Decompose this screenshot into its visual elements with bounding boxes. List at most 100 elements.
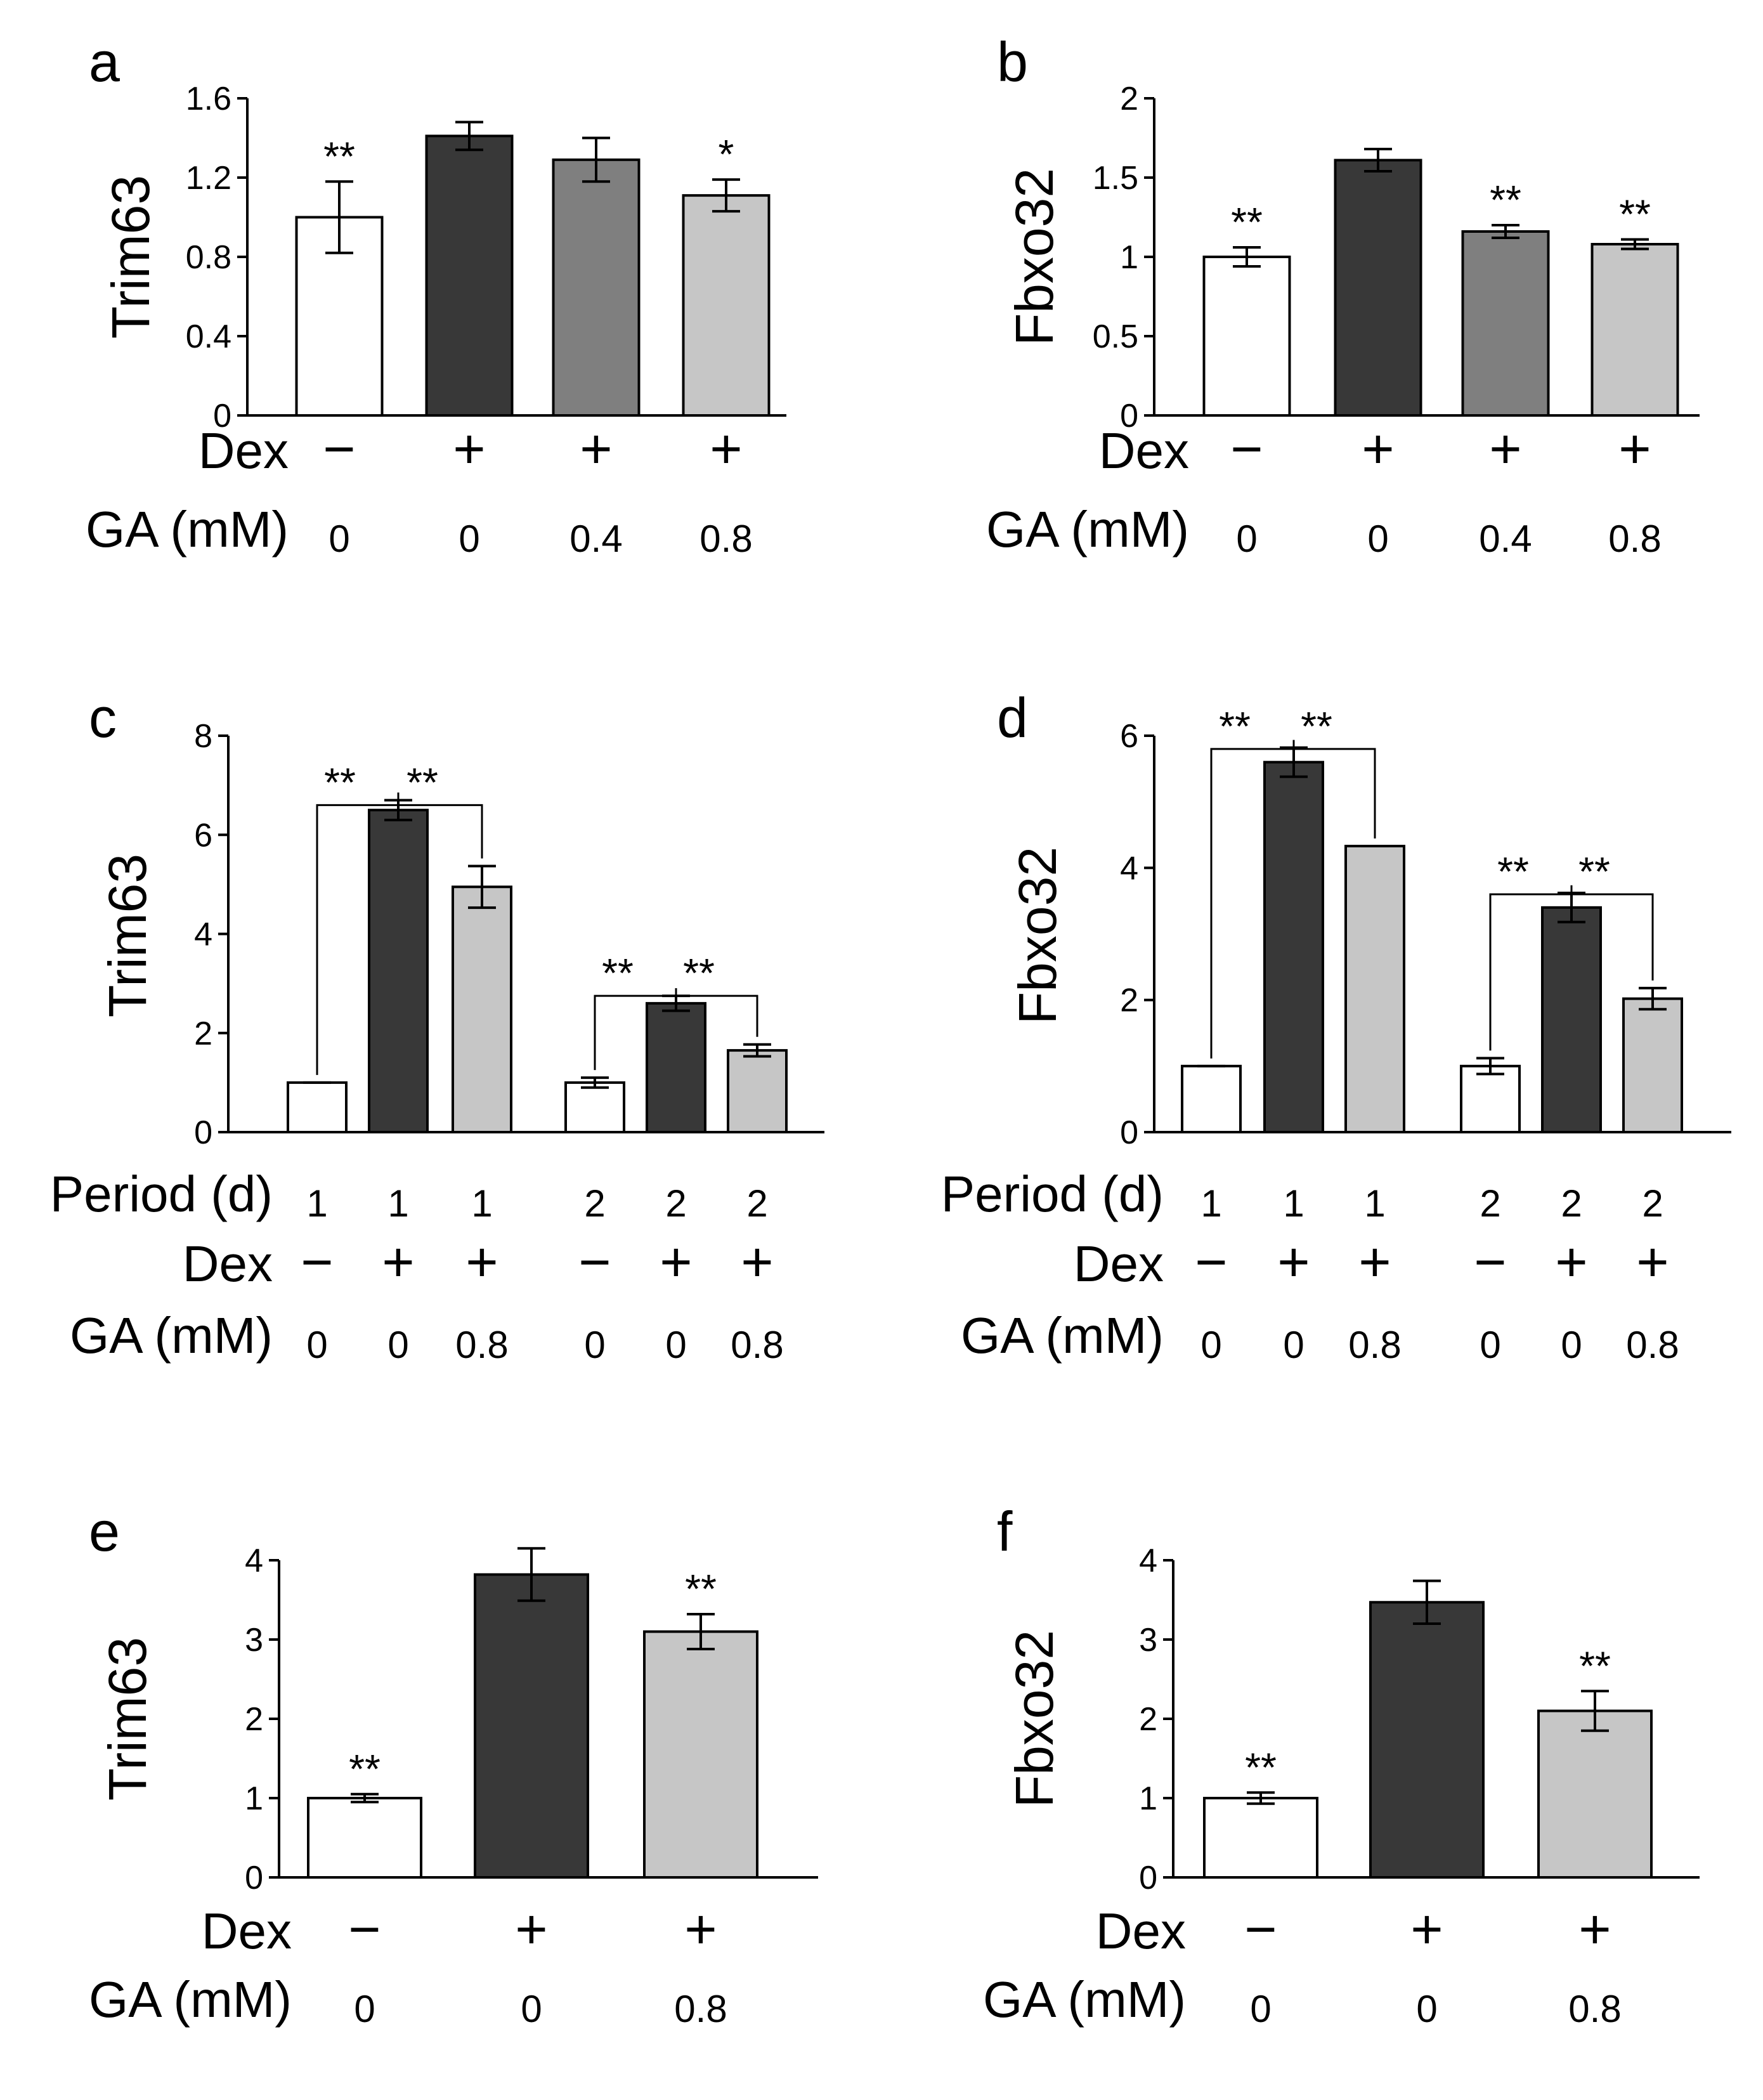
condition-value: 0 [329, 518, 349, 560]
condition-value: + [1410, 1898, 1443, 1960]
y-tick-label: 2 [245, 1701, 263, 1738]
y-tick-label: 0.5 [1093, 318, 1138, 355]
condition-row-label: GA (mM) [983, 1971, 1186, 2028]
comparison-bracket [397, 792, 483, 859]
condition-value: 0 [354, 1988, 375, 2030]
condition-value: 0 [306, 1324, 327, 1366]
condition-value: + [1636, 1230, 1669, 1293]
condition-value: + [465, 1230, 498, 1293]
bar [474, 1573, 589, 1879]
bracket-significance-label: ** [602, 950, 634, 996]
condition-value: 2 [584, 1182, 605, 1225]
condition-value: 0 [1236, 518, 1257, 560]
panel-letter: d [997, 686, 1028, 749]
y-tick-label: 2 [1120, 81, 1138, 117]
condition-value: 0 [459, 518, 479, 560]
bar [1622, 997, 1683, 1134]
bracket-significance-label: ** [683, 950, 715, 996]
y-axis-label: Trim63 [98, 854, 157, 1017]
bar [1203, 1797, 1318, 1879]
condition-value: 0 [521, 1988, 542, 2030]
condition-value: 0 [1367, 518, 1388, 560]
bracket-significance-label: ** [1219, 703, 1251, 749]
condition-value: + [741, 1230, 773, 1293]
significance-label: * [719, 131, 734, 177]
y-tick-label: 0 [1139, 1860, 1157, 1896]
y-tick-label: 4 [194, 916, 212, 953]
condition-row-label: Dex [198, 422, 289, 479]
condition-value: − [301, 1230, 333, 1293]
condition-value: − [1474, 1230, 1506, 1293]
y-tick-label: 1.6 [186, 81, 231, 117]
condition-value: + [1277, 1230, 1310, 1293]
condition-value: 0.8 [699, 518, 752, 560]
condition-value: − [1230, 417, 1263, 480]
condition-value: 1 [387, 1182, 408, 1225]
significance-label: ** [685, 1566, 717, 1612]
condition-value: + [684, 1898, 717, 1960]
y-tick-label: 3 [1139, 1622, 1157, 1659]
significance-label: ** [1619, 192, 1651, 237]
y-tick-label: 4 [1120, 850, 1138, 887]
condition-value: − [1244, 1898, 1277, 1960]
y-tick-label: 0.4 [186, 318, 231, 355]
y-tick-label: 1.5 [1093, 160, 1138, 197]
y-tick-label: 8 [194, 718, 212, 755]
condition-value: 2 [665, 1182, 686, 1225]
bar [564, 1081, 625, 1133]
bracket-significance-label: ** [1578, 849, 1610, 894]
condition-value: + [1578, 1898, 1611, 1960]
condition-value: + [1358, 1230, 1391, 1293]
y-axis-label: Fbxo32 [1008, 847, 1067, 1024]
condition-value: 1 [471, 1182, 492, 1225]
condition-value: + [710, 417, 742, 480]
condition-value: − [348, 1898, 381, 1960]
panel-letter: a [89, 30, 120, 93]
y-tick-label: 4 [1139, 1542, 1157, 1579]
y-tick-label: 0 [1120, 1114, 1138, 1151]
y-axis-label: Fbxo32 [1005, 1630, 1064, 1808]
condition-value: 2 [746, 1182, 767, 1225]
condition-value: 0.4 [569, 518, 622, 560]
condition-value: 0.8 [1626, 1324, 1679, 1366]
y-tick-label: 1 [1120, 239, 1138, 276]
significance-label: ** [1245, 1744, 1277, 1790]
condition-value: + [1362, 417, 1394, 480]
y-tick-label: 6 [194, 817, 212, 854]
condition-row-label: Dex [1096, 1903, 1186, 1959]
condition-value: + [660, 1230, 692, 1293]
condition-value: 0.4 [1479, 518, 1532, 560]
condition-row-label: Period (d) [50, 1166, 273, 1222]
condition-row-label: Dex [1099, 422, 1189, 479]
condition-value: 0 [1480, 1324, 1500, 1366]
bar [1460, 1064, 1521, 1134]
condition-value: 0 [1416, 1988, 1437, 2030]
comparison-bracket [1570, 885, 1654, 981]
condition-value: 0 [1250, 1988, 1271, 2030]
bar [1202, 256, 1291, 417]
bracket-significance-label: ** [407, 759, 438, 805]
bar [425, 134, 514, 417]
bar [307, 1797, 422, 1879]
y-tick-label: 0 [213, 398, 231, 434]
condition-value: 2 [1642, 1182, 1663, 1225]
panel-letter: c [89, 686, 117, 749]
condition-row-label: GA (mM) [986, 501, 1189, 558]
significance-label: ** [323, 133, 355, 179]
condition-row-label: Dex [202, 1903, 292, 1959]
significance-label: ** [1231, 199, 1263, 245]
condition-row-label: GA (mM) [961, 1307, 1164, 1364]
condition-value: + [453, 417, 485, 480]
bracket-significance-label: ** [1301, 703, 1332, 749]
condition-value: 1 [1200, 1182, 1221, 1225]
panel-letter: f [997, 1500, 1013, 1563]
y-tick-label: 0 [1120, 398, 1138, 434]
y-tick-label: 2 [1120, 982, 1138, 1019]
y-tick-label: 0.8 [186, 239, 231, 276]
bar [1537, 1709, 1653, 1879]
condition-value: 0.8 [731, 1324, 783, 1366]
condition-value: + [1618, 417, 1651, 480]
y-tick-label: 3 [245, 1622, 263, 1659]
